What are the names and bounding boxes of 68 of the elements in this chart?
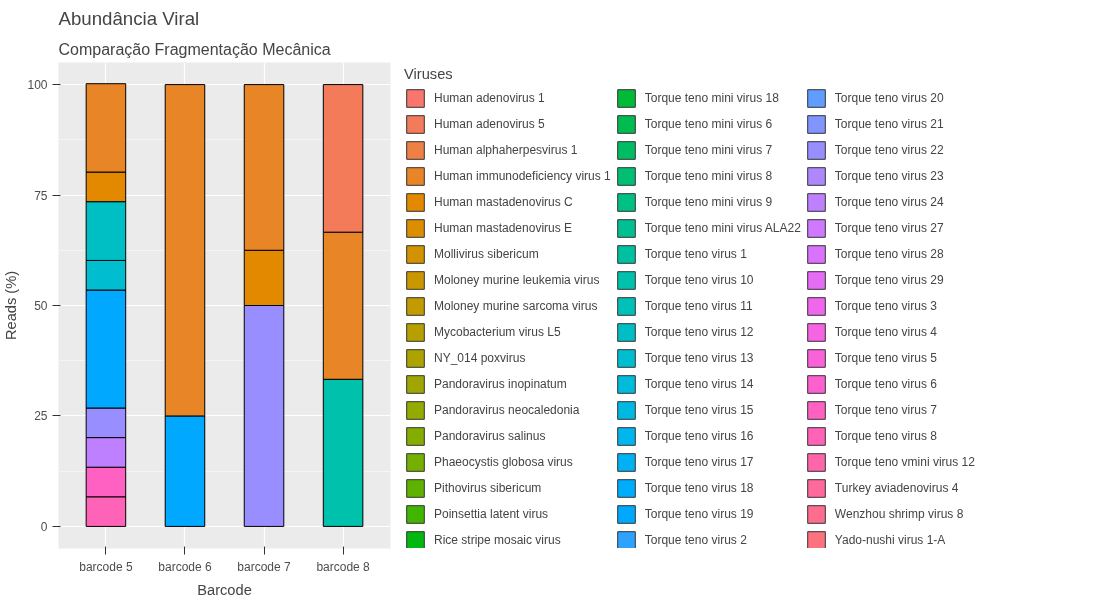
legend-label: Torque teno virus 27 — [834, 220, 944, 237]
legend-label: Torque teno virus 13 — [644, 350, 754, 367]
legend-label: Torque teno virus 4 — [834, 324, 937, 341]
legend-label: Torque teno virus 20 — [834, 90, 944, 107]
legend-label: Moloney murine sarcoma virus — [434, 298, 598, 315]
legend-label: Torque teno virus 10 — [644, 272, 754, 289]
legend-label: Torque teno virus 12 — [644, 324, 754, 341]
legend-label: Torque teno virus 29 — [834, 272, 944, 289]
legend-label: Yado-nushi virus 1-A — [834, 532, 946, 549]
legend-label: Phaeocystis globosa virus — [434, 454, 573, 471]
legend-label: Torque teno virus 3 — [834, 298, 937, 315]
y-tick-label: 0 — [40, 519, 48, 534]
legend-label: Human mastadenovirus E — [434, 220, 573, 237]
legend-label: Pandoravirus salinus — [434, 428, 546, 445]
legend-label: Human adenovirus 5 — [434, 116, 545, 133]
legend-label: Torque teno virus 24 — [834, 194, 944, 211]
legend-label: Mycobacterium virus L5 — [434, 324, 561, 341]
legend-label: Torque teno virus 15 — [644, 402, 754, 419]
x-tick-label: barcode 8 — [316, 559, 371, 574]
x-tick-label: barcode 6 — [158, 559, 212, 574]
legend-label: Rice stripe mosaic virus — [434, 532, 561, 549]
legend-label: Torque teno virus 8 — [834, 428, 937, 445]
legend-label: Torque teno virus 11 — [644, 298, 753, 315]
legend-label: Torque teno mini virus 9 — [644, 194, 773, 211]
y-axis-title: Reads (%) — [3, 270, 20, 341]
legend-label: Human immunodeficiency virus 1 — [434, 168, 611, 185]
legend-label: Torque teno virus 23 — [834, 168, 944, 185]
legend-label: Poinsettia latent virus — [434, 506, 549, 523]
legend-label: Torque teno mini virus 6 — [644, 116, 773, 133]
legend-label: Torque teno virus 19 — [644, 506, 754, 523]
legend-label: Torque teno virus 28 — [834, 246, 944, 263]
x-tick-label: barcode 5 — [79, 559, 133, 574]
x-tick-label: barcode 7 — [237, 559, 292, 574]
legend-label: Human alphaherpesvirus 1 — [434, 142, 578, 159]
legend-label: Torque teno mini virus 7 — [644, 142, 773, 159]
legend-label: Torque teno virus 1 — [644, 246, 747, 263]
legend-label: Turkey aviadenovirus 4 — [834, 480, 959, 497]
legend-label: Pithovirus sibericum — [434, 480, 542, 497]
legend-label: Torque teno virus 21 — [834, 116, 944, 133]
y-tick-label: 25 — [34, 409, 48, 424]
legend-label: NY_014 poxvirus — [434, 350, 526, 367]
legend-label: Torque teno vmini virus 12 — [834, 454, 975, 471]
y-tick-label: 50 — [34, 299, 48, 313]
legend-label: Torque teno virus 17 — [644, 454, 754, 471]
legend-label: Human mastadenovirus C — [434, 194, 573, 211]
legend-label: Torque teno mini virus 8 — [644, 168, 773, 185]
legend-label: Torque teno virus 22 — [834, 142, 944, 159]
chart-subtitle: Comparação Fragmentação Mecânica — [58, 40, 331, 58]
legend-label: Torque teno mini virus ALA22 — [644, 220, 801, 237]
legend-label: Torque teno virus 6 — [834, 376, 937, 393]
legend-title: Viruses — [404, 66, 454, 82]
legend-label: Wenzhou shrimp virus 8 — [834, 506, 964, 523]
y-tick-label: 75 — [34, 188, 48, 203]
legend-label: Pandoravirus inopinatum — [434, 376, 567, 393]
legend-label: Torque teno virus 5 — [834, 350, 937, 367]
legend-label: Torque teno virus 2 — [644, 532, 747, 549]
legend-label: Torque teno virus 16 — [644, 428, 754, 445]
chart-title: Abundância Viral — [58, 7, 200, 29]
legend-label: Pandoravirus neocaledonia — [434, 402, 580, 419]
legend-label: Torque teno virus 7 — [834, 402, 937, 419]
x-axis-title: Barcode — [197, 581, 252, 598]
legend-label: Torque teno virus 14 — [644, 376, 754, 393]
legend-label: Torque teno mini virus 18 — [644, 90, 779, 107]
legend-label: Human adenovirus 1 — [434, 90, 545, 107]
legend-label: Mollivirus sibericum — [434, 246, 539, 263]
legend-label: Torque teno virus 18 — [644, 480, 754, 497]
legend-label: Moloney murine leukemia virus — [434, 272, 600, 289]
y-tick-label: 100 — [27, 78, 48, 93]
